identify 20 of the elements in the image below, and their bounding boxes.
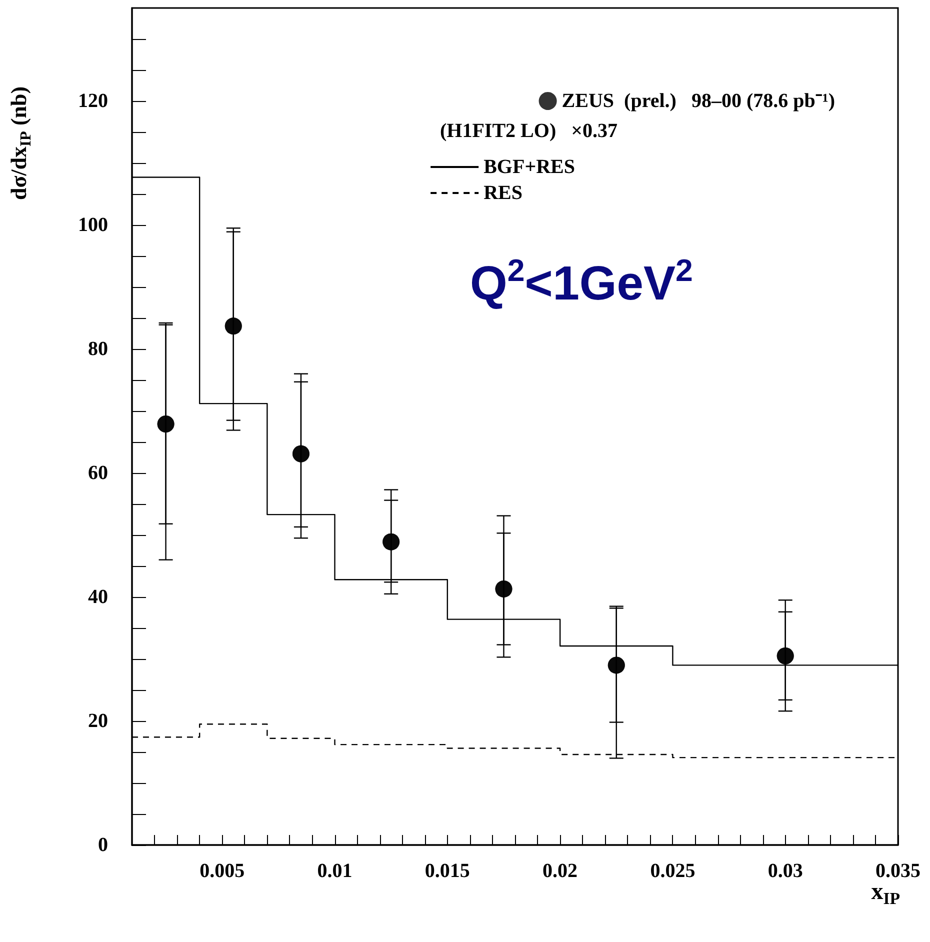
y-tick-label: 20 bbox=[88, 710, 108, 732]
x-tick-label: 0.035 bbox=[876, 860, 920, 882]
y-tick-label: 40 bbox=[88, 586, 108, 608]
x-tick-label: 0.03 bbox=[768, 860, 803, 882]
y-tick-label: 120 bbox=[78, 90, 108, 112]
legend-title: (H1FIT2 LO) ×0.37 bbox=[440, 120, 618, 142]
x-tick-label: 0.025 bbox=[650, 860, 696, 882]
y-tick-label: 80 bbox=[88, 338, 108, 360]
x-tick-label: 0.005 bbox=[200, 860, 245, 882]
x-tick-label: 0.02 bbox=[542, 860, 578, 882]
x-tick-label: 0.01 bbox=[317, 860, 352, 882]
legend-label: ZEUS (prel.) 98–00 (78.6 pb⁻¹) bbox=[562, 90, 835, 112]
annotation: Q$^{2}$<1GeV$^{2}$ bbox=[470, 253, 693, 311]
x-tick-label: 0.015 bbox=[424, 860, 470, 882]
y-tick-label: 60 bbox=[88, 462, 108, 484]
legend-label: BGF+RES bbox=[484, 156, 576, 178]
y-tick-label: 0 bbox=[98, 834, 108, 856]
legend-label: RES bbox=[484, 182, 522, 204]
x-axis-title: x$_{IP}$ bbox=[871, 879, 900, 908]
y-tick-label: 100 bbox=[78, 214, 108, 236]
